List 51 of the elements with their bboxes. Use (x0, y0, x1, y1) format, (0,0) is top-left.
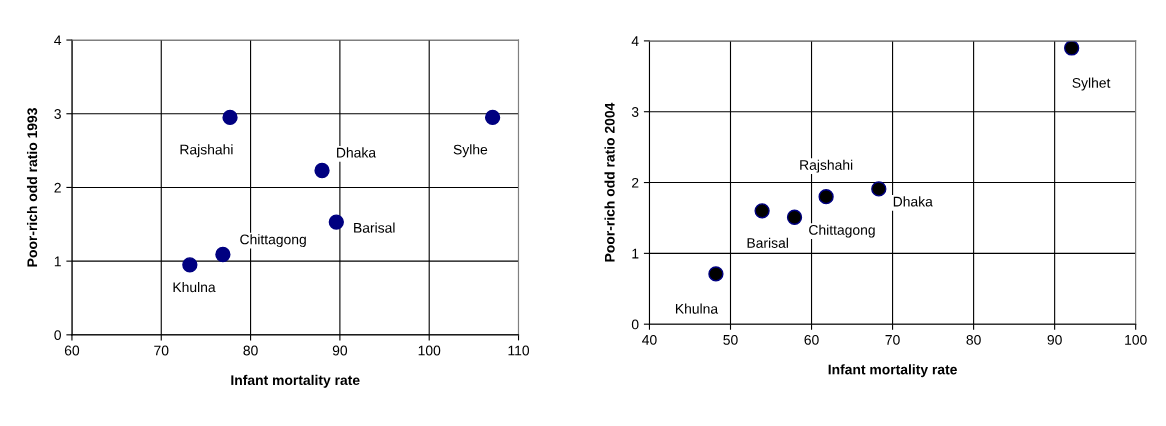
annotation: Barisal (354, 222, 395, 233)
point (215, 246, 231, 263)
x-tick-label: 60 (804, 334, 819, 345)
annotation: Rajshahi (180, 144, 233, 158)
point (222, 109, 238, 126)
x-tick-label: 50 (723, 334, 738, 345)
y-axis-title: Poor-rich odd ratio 2004 (604, 102, 615, 262)
y-tick-label: 4 (54, 35, 62, 46)
x-tick-label: 70 (154, 345, 169, 356)
y-axis-title: Poor-rich odd ratio 1993 (26, 108, 38, 267)
y-tick-label: 2 (54, 182, 61, 193)
point (182, 257, 198, 273)
y-tick-label: 4 (631, 36, 639, 46)
x-tick-label: 60 (64, 345, 80, 356)
point (871, 181, 887, 197)
x-tick-label: 90 (1047, 334, 1062, 345)
annotation: Khulna (675, 303, 719, 314)
annotation: Khulna (173, 281, 216, 293)
annotation: Dhaka (337, 147, 377, 158)
annotation: Rajshahi (800, 159, 853, 173)
y-tick-label: 0 (54, 330, 61, 341)
annotation: Sylhet (1072, 77, 1111, 91)
point (708, 266, 724, 282)
x-tick-label: 110 (508, 345, 530, 356)
x-tick-label: 80 (243, 345, 258, 356)
x-axis-title: Infant mortality rate (231, 374, 360, 388)
x-tick-label: 40 (642, 334, 657, 345)
point (754, 203, 770, 219)
y-tick-label: 2 (632, 177, 639, 188)
x-axis-title: Infant mortality rate (828, 364, 957, 378)
annotation: Sylhe (453, 144, 488, 158)
point (484, 109, 501, 126)
y-tick-label: 1 (632, 248, 639, 259)
point (786, 209, 803, 225)
y-tick-label: 1 (54, 256, 61, 267)
x-tick-label: 80 (966, 334, 981, 345)
annotation: Chittagong (240, 234, 306, 248)
point (1064, 40, 1080, 56)
annotation: Dhaka (893, 196, 933, 207)
point (328, 214, 344, 230)
point (314, 162, 330, 179)
x-tick-label: 100 (1125, 334, 1147, 345)
y-tick-label: 0 (631, 319, 639, 330)
y-tick-label: 3 (631, 107, 639, 117)
annotation: Chittagong (809, 224, 875, 238)
x-tick-label: 70 (885, 334, 900, 345)
x-tick-label: 90 (332, 345, 348, 356)
x-tick-label: 100 (418, 345, 441, 356)
y-tick-label: 3 (54, 109, 61, 119)
point (818, 189, 834, 205)
annotation: Barisal (747, 237, 788, 248)
